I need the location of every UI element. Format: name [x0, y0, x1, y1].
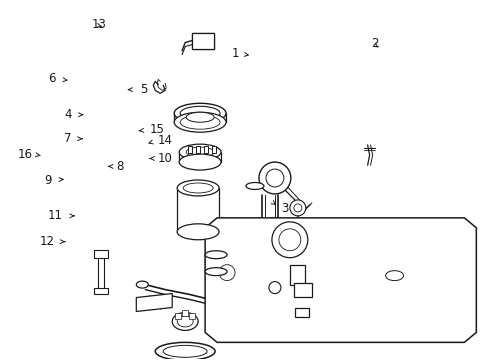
- Ellipse shape: [177, 316, 193, 327]
- Bar: [289, 265, 304, 285]
- Text: 16: 16: [18, 148, 32, 161]
- Text: 12: 12: [39, 235, 54, 248]
- Circle shape: [271, 222, 307, 258]
- Ellipse shape: [177, 180, 219, 196]
- Text: 3: 3: [281, 202, 288, 215]
- Bar: [196, 146, 200, 153]
- Ellipse shape: [172, 312, 198, 330]
- Ellipse shape: [204, 251, 226, 259]
- Ellipse shape: [174, 103, 225, 123]
- Ellipse shape: [245, 183, 264, 189]
- Circle shape: [268, 282, 280, 293]
- Text: 2: 2: [370, 36, 378, 50]
- Text: 8: 8: [117, 160, 124, 173]
- Ellipse shape: [180, 106, 220, 120]
- Bar: [192, 32, 214, 49]
- Bar: [192, 32, 214, 49]
- Text: 15: 15: [149, 123, 164, 136]
- Text: 11: 11: [48, 210, 63, 222]
- Polygon shape: [204, 218, 475, 342]
- Text: 13: 13: [91, 18, 106, 31]
- Text: 9: 9: [44, 174, 52, 186]
- Bar: [188, 146, 192, 153]
- Polygon shape: [136, 293, 172, 311]
- Text: 1: 1: [232, 47, 239, 60]
- Circle shape: [293, 204, 301, 212]
- Text: 4: 4: [64, 108, 71, 121]
- Ellipse shape: [177, 224, 219, 240]
- Text: 14: 14: [158, 134, 172, 147]
- Ellipse shape: [183, 183, 213, 193]
- Bar: [94, 288, 108, 293]
- Text: 10: 10: [158, 152, 172, 165]
- Ellipse shape: [174, 112, 225, 132]
- Circle shape: [219, 265, 235, 280]
- Bar: [94, 250, 108, 258]
- Circle shape: [265, 169, 284, 187]
- Bar: [212, 146, 216, 153]
- Circle shape: [278, 229, 300, 251]
- Bar: [182, 310, 188, 316]
- Ellipse shape: [155, 342, 215, 360]
- Circle shape: [289, 200, 305, 216]
- Text: 5: 5: [140, 83, 147, 96]
- Bar: [175, 314, 181, 319]
- Bar: [189, 314, 195, 319]
- Ellipse shape: [163, 345, 207, 357]
- Text: 7: 7: [64, 132, 71, 145]
- Ellipse shape: [186, 147, 214, 157]
- Circle shape: [259, 162, 290, 194]
- Bar: [98, 252, 104, 289]
- Ellipse shape: [204, 268, 226, 276]
- Bar: [294, 307, 308, 318]
- Ellipse shape: [385, 271, 403, 280]
- Text: 6: 6: [48, 72, 55, 85]
- Bar: [293, 283, 311, 297]
- Ellipse shape: [186, 112, 214, 122]
- Ellipse shape: [136, 281, 148, 288]
- Ellipse shape: [179, 154, 221, 170]
- Bar: [203, 146, 208, 153]
- Ellipse shape: [180, 115, 220, 129]
- Ellipse shape: [179, 144, 221, 160]
